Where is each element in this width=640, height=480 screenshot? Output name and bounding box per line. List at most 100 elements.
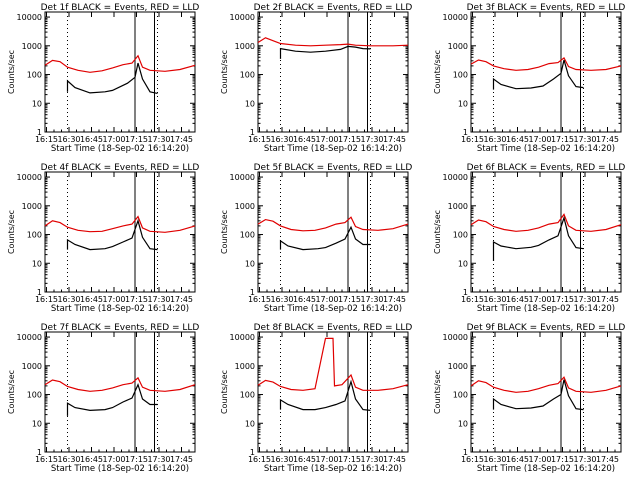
y-tick-label: 10000 xyxy=(17,13,42,22)
y-axis-label: Counts/sec xyxy=(220,50,229,94)
lld-series-line xyxy=(470,213,622,232)
y-tick-label: 1 xyxy=(37,288,42,297)
y-tick-label: 10000 xyxy=(17,173,42,182)
x-axis-label: Start Time (18-Sep-02 16:14:20) xyxy=(477,464,615,474)
y-axis-label: Counts/sec xyxy=(220,210,229,254)
y-axis-label: Counts/sec xyxy=(7,210,16,254)
x-tick-label: 17:45 xyxy=(383,295,406,304)
x-tick-label: 17:45 xyxy=(383,455,406,464)
x-tick-label: 17:15 xyxy=(125,455,148,464)
x-tick-label: 16:15 xyxy=(248,295,271,304)
chart-panel-3: Det 3f BLACK = Events, RED = LLD 1 10 100 10… xyxy=(433,3,625,154)
x-tick-label: 16:45 xyxy=(80,455,103,464)
lld-series-line xyxy=(470,376,622,393)
x-axis-label: Start Time (18-Sep-02 16:14:20) xyxy=(264,464,402,474)
x-tick-label: 16:30 xyxy=(270,455,293,464)
x-tick-label: 16:30 xyxy=(483,455,506,464)
x-tick-label: 17:45 xyxy=(383,135,406,144)
x-tick-label: 16:15 xyxy=(35,295,58,304)
y-axis-label: Counts/sec xyxy=(433,370,442,414)
x-tick-label: 16:30 xyxy=(270,295,293,304)
y-tick-label: 100 xyxy=(240,391,255,400)
y-tick-label: 1 xyxy=(463,128,468,137)
lld-series-line xyxy=(257,37,409,47)
events-series-line xyxy=(279,225,371,251)
lld-series-line xyxy=(44,376,196,392)
y-tick-label: 1 xyxy=(463,448,468,457)
x-tick-label: 16:15 xyxy=(35,455,58,464)
y-axis-label: Counts/sec xyxy=(433,210,442,254)
chart-panel-7: Det 7f BLACK = Events, RED = LLD 1 10 100 10… xyxy=(7,323,199,474)
chart-panel-4: Det 4f BLACK = Events, RED = LLD 1 10 100 10… xyxy=(7,163,199,314)
y-tick-label: 100 xyxy=(240,231,255,240)
x-tick-label: 17:00 xyxy=(102,295,125,304)
panel-title: Det 4f BLACK = Events, RED = LLD xyxy=(41,163,200,173)
x-tick-label: 17:30 xyxy=(360,295,383,304)
x-axis-label: Start Time (18-Sep-02 16:14:20) xyxy=(51,464,189,474)
y-tick-label: 10000 xyxy=(443,13,468,22)
y-tick-label: 10000 xyxy=(230,173,255,182)
lld-series-line xyxy=(470,56,622,71)
events-series-line xyxy=(66,62,158,94)
x-axis-label: Start Time (18-Sep-02 16:14:20) xyxy=(51,144,189,154)
x-tick-label: 16:30 xyxy=(483,295,506,304)
x-tick-label: 17:00 xyxy=(528,455,551,464)
y-tick-label: 10000 xyxy=(230,333,255,342)
x-tick-label: 17:00 xyxy=(102,455,125,464)
x-tick-label: 17:45 xyxy=(170,455,193,464)
y-tick-label: 100 xyxy=(453,71,468,80)
chart-panel-6: Det 6f BLACK = Events, RED = LLD 1 10 100 10… xyxy=(433,163,625,314)
x-axis-label: Start Time (18-Sep-02 16:14:20) xyxy=(51,304,189,314)
events-series-line xyxy=(492,215,584,261)
lld-series-line xyxy=(44,215,196,233)
lld-series-line xyxy=(257,337,409,391)
x-tick-label: 17:45 xyxy=(170,135,193,144)
y-tick-label: 100 xyxy=(453,391,468,400)
x-tick-label: 16:30 xyxy=(483,135,506,144)
x-tick-label: 16:15 xyxy=(35,135,58,144)
panel-title: Det 7f BLACK = Events, RED = LLD xyxy=(41,323,200,333)
x-tick-label: 16:30 xyxy=(57,295,80,304)
plot-frame xyxy=(257,171,409,293)
x-tick-label: 17:30 xyxy=(147,135,170,144)
y-tick-label: 10000 xyxy=(443,333,468,342)
x-tick-label: 17:15 xyxy=(551,135,574,144)
panel-title: Det 6f BLACK = Events, RED = LLD xyxy=(467,163,626,173)
panel-title: Det 9f BLACK = Events, RED = LLD xyxy=(467,323,626,333)
chart-panel-5: Det 5f BLACK = Events, RED = LLD 1 10 100 10… xyxy=(220,163,412,314)
x-tick-label: 17:30 xyxy=(360,455,383,464)
plot-frame xyxy=(257,11,409,133)
plot-frame xyxy=(470,331,622,453)
x-tick-label: 17:30 xyxy=(573,295,596,304)
x-tick-label: 16:15 xyxy=(461,455,484,464)
x-tick-label: 16:45 xyxy=(506,295,529,304)
chart-panel-2: Det 2f BLACK = Events, RED = LLD 1 10 100 10… xyxy=(220,3,412,154)
events-series-line xyxy=(279,45,371,59)
x-tick-label: 17:15 xyxy=(551,295,574,304)
y-tick-label: 1 xyxy=(250,128,255,137)
y-tick-label: 10 xyxy=(245,99,255,108)
x-tick-label: 16:45 xyxy=(80,135,103,144)
y-tick-label: 1 xyxy=(463,288,468,297)
x-tick-label: 17:15 xyxy=(125,295,148,304)
y-tick-label: 1 xyxy=(250,448,255,457)
lld-series-line xyxy=(257,216,409,232)
chart-panel-9: Det 9f BLACK = Events, RED = LLD 1 10 100 10… xyxy=(433,323,625,474)
x-tick-label: 17:30 xyxy=(147,295,170,304)
x-tick-label: 16:15 xyxy=(248,135,271,144)
events-series-line xyxy=(492,379,584,411)
chart-panel-1: Det 1f BLACK = Events, RED = LLD 1 10 100 10… xyxy=(7,3,199,154)
plot-frame xyxy=(470,11,622,133)
x-tick-label: 17:15 xyxy=(338,295,361,304)
y-axis-label: Counts/sec xyxy=(7,50,16,94)
x-tick-label: 17:00 xyxy=(528,295,551,304)
x-tick-label: 16:15 xyxy=(461,295,484,304)
x-axis-label: Start Time (18-Sep-02 16:14:20) xyxy=(477,144,615,154)
plot-frame xyxy=(44,331,196,453)
y-tick-label: 1000 xyxy=(22,362,42,371)
y-tick-label: 10 xyxy=(32,259,42,268)
y-tick-label: 1 xyxy=(37,448,42,457)
x-tick-label: 17:15 xyxy=(338,135,361,144)
y-tick-label: 10000 xyxy=(443,173,468,182)
x-tick-label: 17:45 xyxy=(170,295,193,304)
